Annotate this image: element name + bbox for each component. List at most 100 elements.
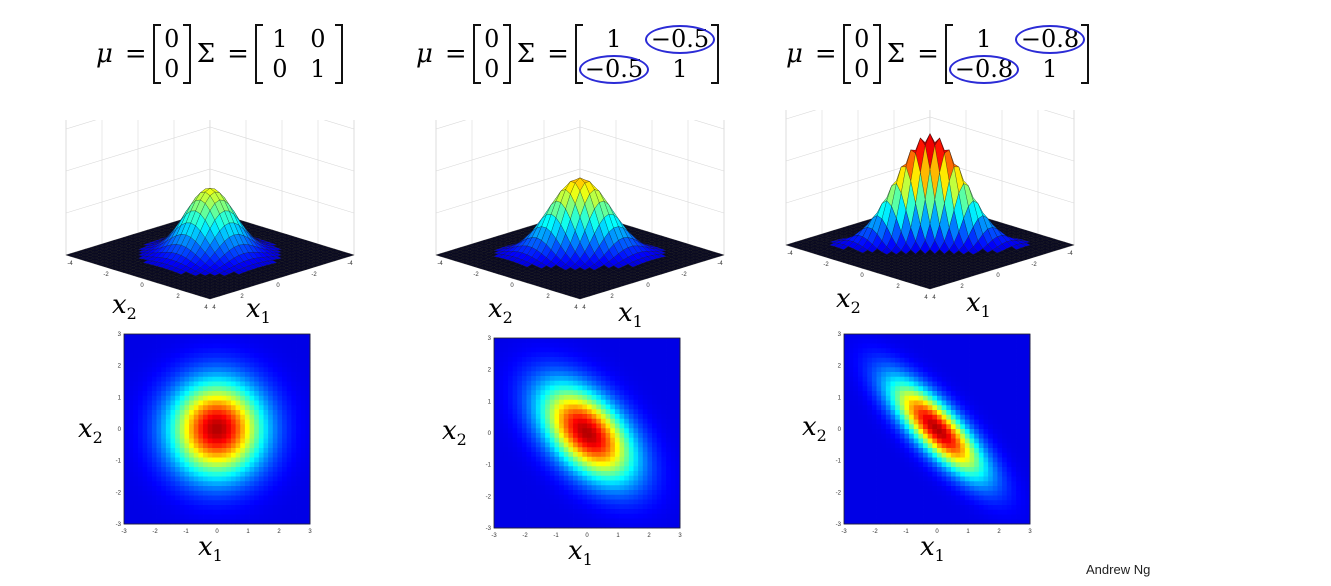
heatmap-cell xyxy=(217,419,223,425)
heatmap-cell xyxy=(559,480,565,486)
heatmap-cell xyxy=(633,338,639,344)
heatmap-cell xyxy=(563,361,569,367)
heatmap-cell xyxy=(549,371,555,377)
heatmap-cell xyxy=(221,438,227,444)
heatmap-cell xyxy=(151,391,157,397)
heatmap-cell xyxy=(268,443,274,449)
heatmap-cell xyxy=(254,367,260,373)
axis-var: x xyxy=(246,294,261,324)
heatmap-cell xyxy=(263,391,269,397)
heatmap-cell xyxy=(133,509,139,515)
heatmap-cell xyxy=(147,386,153,392)
heatmap-cell xyxy=(161,334,167,340)
heatmap-cell xyxy=(512,347,518,353)
heatmap-cell xyxy=(568,499,574,505)
heatmap-cell xyxy=(573,452,579,458)
heatmap-cell xyxy=(507,504,513,510)
heatmap-cell xyxy=(591,452,597,458)
heatmap-cell xyxy=(193,433,199,439)
heatmap-cell xyxy=(619,399,625,405)
heatmap-cell xyxy=(133,419,139,425)
heatmap-cell xyxy=(503,504,509,510)
heatmap-cell xyxy=(628,361,634,367)
heatmap-cell xyxy=(217,486,223,492)
heatmap-cell xyxy=(628,442,634,448)
heatmap-cell xyxy=(526,509,532,515)
heatmap-cell xyxy=(133,362,139,368)
heatmap-cell xyxy=(656,404,662,410)
heatmap-cell xyxy=(221,500,227,506)
surface-z-tick: 0.3 xyxy=(430,127,431,133)
heatmap-cell xyxy=(642,414,648,420)
heatmap-cell xyxy=(277,386,283,392)
heatmap-cell xyxy=(559,452,565,458)
heatmap-cell xyxy=(507,380,513,386)
heatmap-cell xyxy=(521,523,527,529)
heatmap-cell xyxy=(221,467,227,473)
heatmap-cell xyxy=(507,376,513,382)
cov-entry: 0 xyxy=(310,25,326,53)
heatmap-cell xyxy=(207,410,213,416)
heatmap-cell xyxy=(189,343,195,349)
heatmap-cell xyxy=(175,505,181,511)
heatmap-cell xyxy=(254,400,260,406)
heatmap-cell xyxy=(573,338,579,344)
heatmap-cell xyxy=(300,343,306,349)
heatmap-cell xyxy=(230,429,236,435)
heatmap-cell xyxy=(147,357,153,363)
heatmap-cell xyxy=(638,423,644,429)
heatmap-cell xyxy=(596,433,602,439)
heatmap-cell xyxy=(540,428,546,434)
heatmap-cell xyxy=(296,405,302,411)
heatmap-cell xyxy=(619,471,625,477)
heatmap-cell xyxy=(254,381,260,387)
heatmap-cell xyxy=(156,467,162,473)
heatmap-cell xyxy=(240,486,246,492)
heatmap-cell xyxy=(147,367,153,373)
heatmap-cell xyxy=(212,519,218,525)
heatmap-cell xyxy=(591,433,597,439)
heatmap-cell xyxy=(526,404,532,410)
heatmap-cell xyxy=(272,476,278,482)
heatmap-cell xyxy=(540,347,546,353)
heatmap-cell xyxy=(207,509,213,515)
heatmap-cell xyxy=(642,433,648,439)
heatmap-cell xyxy=(175,495,181,501)
heatmap-cell xyxy=(217,376,223,382)
heatmap-cell xyxy=(652,452,658,458)
heatmap-cell xyxy=(305,400,311,406)
heatmap-cell xyxy=(647,418,653,424)
heatmap-cell xyxy=(633,447,639,453)
heatmap-cell xyxy=(124,448,130,454)
heatmap-cell xyxy=(596,513,602,519)
heatmap-cell xyxy=(212,424,218,430)
heatmap-cell xyxy=(507,390,513,396)
heatmap-cell xyxy=(638,376,644,382)
heatmap-cell xyxy=(498,490,504,496)
heatmap-cell xyxy=(165,391,171,397)
heatmap-cell xyxy=(272,490,278,496)
heatmap-cell xyxy=(624,342,630,348)
heatmap-cell xyxy=(221,372,227,378)
heatmap-cell xyxy=(540,399,546,405)
heatmap-cell xyxy=(147,362,153,368)
heatmap-cell xyxy=(221,519,227,525)
heatmap-cell xyxy=(633,342,639,348)
heatmap-cell xyxy=(614,404,620,410)
surface-x-tick: -4 xyxy=(437,261,443,267)
heatmap-cell xyxy=(226,334,232,340)
heatmap-cell xyxy=(559,428,565,434)
heatmap-cell xyxy=(498,466,504,472)
heatmap-cell xyxy=(198,391,204,397)
heatmap-cell xyxy=(661,347,667,353)
heatmap-cell xyxy=(189,419,195,425)
heatmap-cell xyxy=(258,362,264,368)
heatmap-cell xyxy=(212,367,218,373)
heatmap-cell xyxy=(263,367,269,373)
heatmap-cell xyxy=(193,334,199,340)
heatmap-cell xyxy=(142,448,148,454)
heatmap-cell xyxy=(151,410,157,416)
heatmap-cell xyxy=(198,467,204,473)
heatmap-cell xyxy=(268,414,274,420)
heatmap-cell xyxy=(217,367,223,373)
